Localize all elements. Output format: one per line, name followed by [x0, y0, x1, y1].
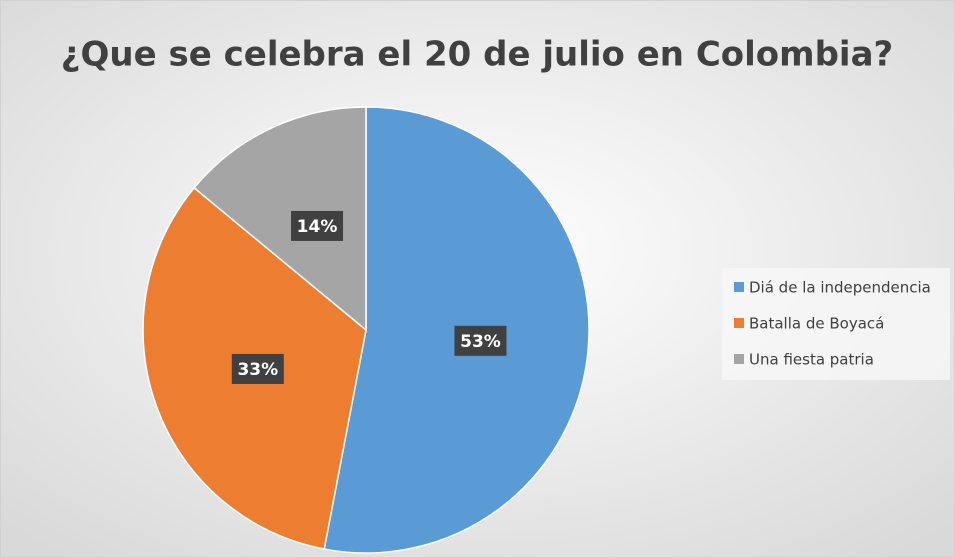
data-label: 53%	[460, 332, 501, 352]
data-label-box	[454, 325, 507, 356]
data-label-box	[291, 210, 344, 241]
pie-slice	[193, 106, 367, 332]
data-label: 14%	[297, 217, 338, 237]
data-label: 33%	[237, 360, 278, 380]
legend-label: Una fiesta patria	[749, 351, 874, 369]
legend-label: Batalla de Boyacá	[749, 315, 884, 333]
legend-swatch	[734, 282, 744, 292]
data-label-box	[231, 353, 284, 384]
chart-title: ¿Que se celebra el 20 de julio en Colomb…	[61, 35, 894, 75]
legend-label: Diá de la independencia	[749, 279, 931, 297]
legend-swatch	[734, 318, 744, 328]
legend-swatch	[734, 354, 744, 364]
legend-background	[722, 268, 950, 380]
